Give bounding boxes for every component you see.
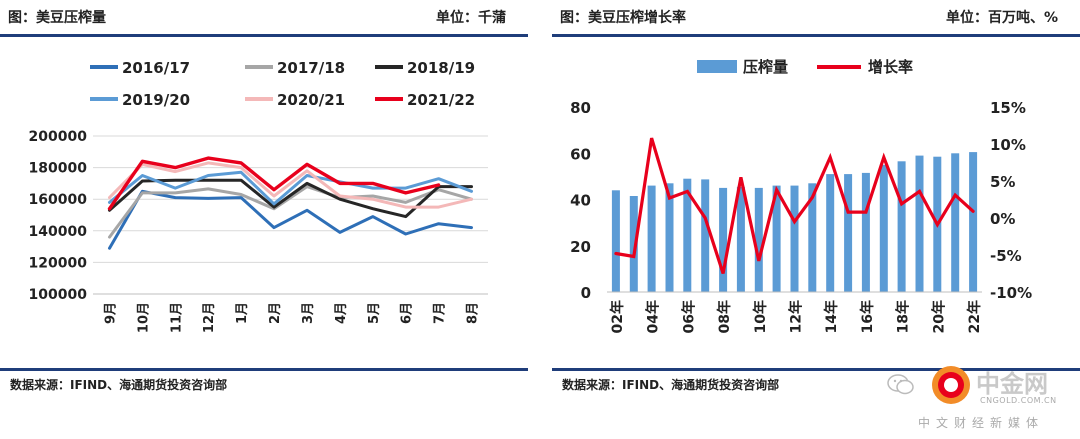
y-tick-label: 0 (581, 284, 591, 302)
bar-21年 (951, 153, 960, 293)
bar-05年 (665, 183, 674, 292)
x-tick-label: 5月 (367, 302, 382, 324)
x-tick-label: 8月 (466, 302, 481, 324)
y-tick-label: 80 (570, 99, 591, 117)
y2-tick-label: -10% (990, 284, 1032, 302)
x-tick-label: 20年 (930, 300, 947, 333)
x-tick-label: 7月 (433, 302, 448, 324)
right-combo-chart: 0 20 40 60 80 -10% -5% 0% 5% 10% 15% 02年 04年 06年 08年 10… (570, 58, 1032, 333)
y2-tick-label: -5% (990, 247, 1022, 265)
bar-22年 (969, 152, 978, 292)
right-bottom-rule (552, 368, 1080, 371)
x-tick-label: 04年 (645, 300, 662, 333)
x-tick-label: 1月 (235, 302, 250, 324)
x-tick-label: 22年 (966, 300, 983, 333)
legend-label: 2021/22 (407, 91, 475, 109)
bar-08年 (719, 187, 728, 292)
x-tick-label: 11月 (169, 302, 184, 333)
y-tick-label: 180000 (29, 161, 88, 177)
y2-tick-label: 0% (990, 210, 1015, 228)
x-tick-label: 10年 (752, 300, 769, 333)
x-tick-label: 02年 (609, 300, 626, 333)
growth-rate-line (614, 137, 975, 274)
bar-15年 (844, 174, 853, 292)
x-tick-label: 12年 (788, 300, 805, 333)
bar-17年 (879, 164, 888, 292)
wechat-icon (887, 374, 914, 395)
right-top-rule (552, 34, 1080, 37)
right-source-note: 数据来源：IFIND、海通期货投资咨询部 (562, 378, 780, 392)
y-tick-label: 40 (570, 192, 591, 210)
legend-label: 增长率 (868, 58, 913, 76)
series-line-2018-19 (108, 178, 473, 219)
watermark-domain: CNGOLD.COM.CN (980, 396, 1057, 405)
left-chart-header: 图：美豆压榨量 单位：千蒲 (0, 0, 528, 32)
x-tick-label: 2月 (268, 302, 283, 324)
left-chart-title: 图：美豆压榨量 (8, 10, 106, 26)
x-tick-label: 16年 (859, 300, 876, 333)
x-tick-label: 12月 (202, 302, 217, 333)
y2-tick-label: 15% (990, 99, 1026, 117)
x-tick-label: 08年 (716, 300, 733, 333)
cngold-logo-icon (932, 366, 970, 404)
bar-09年 (736, 186, 745, 292)
watermark: 中金网 CNGOLD.COM.CN 中文财经新媒体 (880, 360, 1070, 435)
y-tick-label: 60 (570, 145, 591, 163)
x-tick-label: 4月 (334, 302, 349, 324)
bar-07年 (701, 179, 710, 292)
x-tick-label: 18年 (895, 300, 912, 333)
legend-label: 2018/19 (407, 59, 475, 77)
left-top-rule (0, 34, 528, 37)
x-tick-label: 3月 (301, 302, 316, 324)
legend-label: 2017/18 (277, 59, 345, 77)
legend-label: 2016/17 (122, 59, 190, 77)
left-bottom-rule (0, 368, 528, 371)
y-tick-label: 20 (570, 238, 591, 256)
bar-12年 (790, 185, 799, 292)
series-line-2016-17 (108, 189, 473, 250)
watermark-slogan: 中文财经新媒体 (918, 416, 1045, 430)
left-chart-unit: 单位：千蒲 (436, 10, 506, 26)
right-chart-panel: 图：美豆压榨增长率 单位：百万吨、% 0 20 40 60 80 -10% -5% 0% 5% 1… (552, 0, 1080, 372)
x-tick-label: 10月 (136, 302, 151, 333)
right-chart-header: 图：美豆压榨增长率 单位：百万吨、% (552, 0, 1080, 32)
x-tick-label: 06年 (680, 300, 697, 333)
bar-11年 (772, 185, 781, 292)
series-line-2019-20 (108, 170, 473, 206)
y2-tick-label: 5% (990, 173, 1015, 191)
left-chart-panel: 图：美豆压榨量 单位：千蒲 100000 120000 140000 160000 18… (0, 0, 528, 372)
y-tick-label: 200000 (29, 129, 88, 145)
bar-18年 (897, 161, 906, 292)
x-tick-label: 6月 (400, 302, 415, 324)
right-chart-title: 图：美豆压榨增长率 (560, 10, 686, 26)
legend-label: 压榨量 (743, 58, 788, 76)
y2-tick-label: 10% (990, 136, 1026, 154)
bar-06年 (683, 178, 692, 292)
bar-04年 (647, 185, 656, 292)
bar-19年 (915, 155, 924, 292)
bar-10年 (754, 187, 763, 292)
y-tick-label: 140000 (29, 224, 88, 240)
bar-14年 (826, 174, 835, 292)
x-tick-label: 14年 (823, 300, 840, 333)
left-source-note: 数据来源：IFIND、海通期货投资咨询部 (10, 378, 228, 392)
bar-03年 (629, 196, 638, 292)
series-line-2017-18 (108, 185, 473, 239)
bar-16年 (861, 172, 870, 292)
series-line-2021-22 (107, 156, 441, 211)
right-chart-unit: 单位：百万吨、% (945, 10, 1058, 26)
bar-02年 (611, 190, 620, 293)
watermark-name: 中金网 (976, 370, 1048, 398)
y-tick-label: 120000 (29, 255, 88, 271)
bar-13年 (808, 183, 817, 292)
legend-label: 2019/20 (122, 91, 190, 109)
legend-swatch-bar (697, 60, 737, 73)
y-tick-label: 160000 (29, 192, 88, 208)
left-line-chart: 100000 120000 140000 160000 180000 200000 9月 10… (29, 59, 488, 333)
series-line-2020-21 (108, 161, 473, 209)
x-tick-label: 9月 (103, 302, 118, 324)
legend-label: 2020/21 (277, 91, 345, 109)
y-tick-label: 100000 (29, 287, 88, 303)
